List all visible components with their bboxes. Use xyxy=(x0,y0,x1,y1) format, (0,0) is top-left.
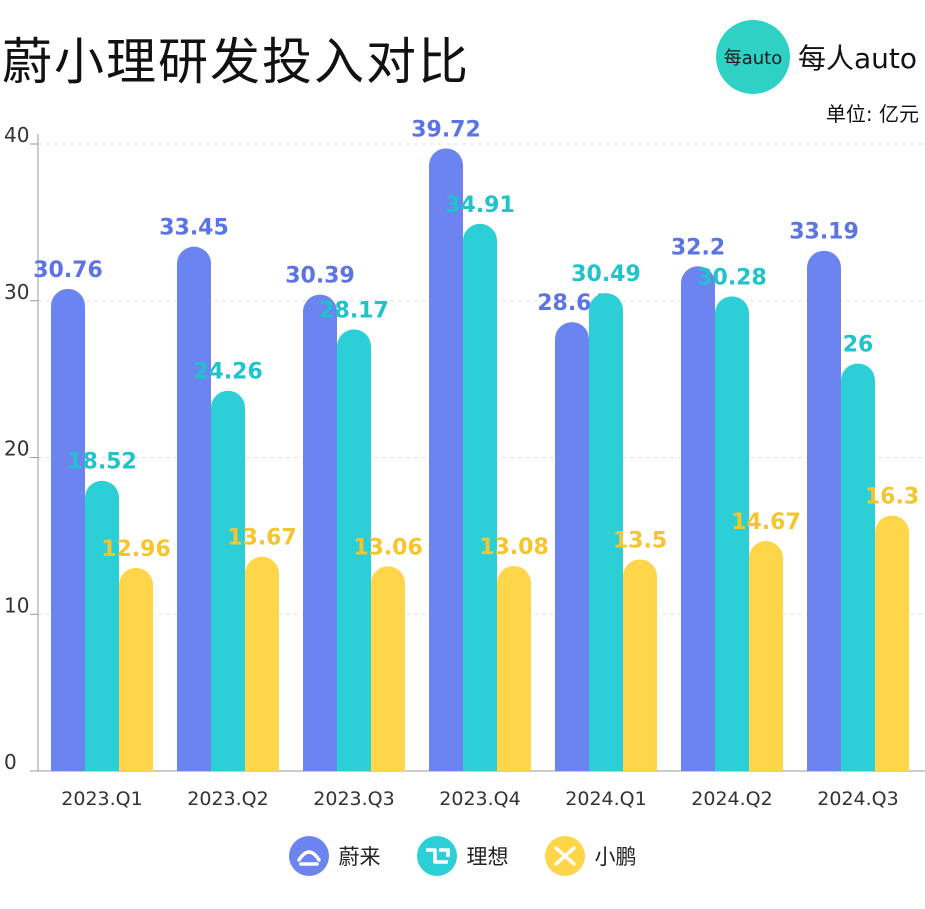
data-label-li: 26 xyxy=(843,332,874,357)
bar-nio xyxy=(177,246,211,771)
brand-text: 每人auto xyxy=(797,42,917,75)
bar-xpeng xyxy=(497,565,531,771)
x-tick-label: 2024.Q3 xyxy=(817,788,898,810)
y-tick-label: 30 xyxy=(4,280,29,304)
data-label-li: 30.28 xyxy=(697,265,767,290)
brand-circle-text: 每auto xyxy=(723,48,783,69)
x-tick-label: 2023.Q4 xyxy=(439,788,520,810)
data-label-xpeng: 16.3 xyxy=(865,484,919,509)
bar-nio xyxy=(807,250,841,772)
data-label-xpeng: 13.67 xyxy=(227,526,297,551)
legend-label-nio: 蔚来 xyxy=(338,845,381,869)
bar-nio xyxy=(681,266,715,771)
chart-title: 蔚小理研发投入对比 xyxy=(2,33,470,91)
bar-li xyxy=(841,363,875,771)
legend-item-xpeng: 小鹏 xyxy=(544,836,637,876)
data-label-xpeng: 13.5 xyxy=(613,528,667,553)
bar-li xyxy=(211,390,245,771)
bar-xpeng xyxy=(119,567,153,771)
unit-label: 单位: 亿元 xyxy=(825,102,919,126)
data-label-nio: 30.39 xyxy=(285,264,355,289)
bar-xpeng xyxy=(623,559,657,771)
bar-nio xyxy=(303,294,337,771)
x-tick-label: 2023.Q2 xyxy=(187,788,268,810)
data-label-nio: 39.72 xyxy=(411,117,481,142)
bar-xpeng xyxy=(749,541,783,771)
data-label-li: 28.17 xyxy=(319,298,389,323)
bar-nio xyxy=(429,148,463,771)
bar-li xyxy=(463,223,497,771)
legend-item-nio: 蔚来 xyxy=(288,836,381,876)
y-tick-label: 20 xyxy=(4,437,29,461)
data-label-nio: 33.19 xyxy=(789,220,859,245)
data-label-xpeng: 13.08 xyxy=(479,535,549,560)
bar-li xyxy=(85,480,119,771)
bar-li xyxy=(337,329,371,771)
bar-nio xyxy=(555,322,589,771)
brand-circle-icon: 每auto xyxy=(715,20,790,94)
legend: 蔚来 理想 小鹏 xyxy=(0,836,925,876)
bar-xpeng xyxy=(371,566,405,771)
data-label-xpeng: 12.96 xyxy=(101,537,171,562)
y-tick-label: 10 xyxy=(4,593,29,617)
legend-label-li: 理想 xyxy=(466,845,509,869)
bar-xpeng xyxy=(245,556,279,771)
y-tick-label: 40 xyxy=(4,123,29,147)
x-tick-label: 2023.Q1 xyxy=(61,788,142,810)
brand-logo: 每auto 每人auto xyxy=(715,20,917,94)
data-label-li: 24.26 xyxy=(193,360,263,385)
xpeng-logo-icon xyxy=(544,836,585,876)
data-label-nio: 32.2 xyxy=(671,235,725,260)
data-label-nio: 30.76 xyxy=(33,258,103,283)
x-tick-label: 2023.Q3 xyxy=(313,788,394,810)
data-label-li: 34.91 xyxy=(445,193,515,218)
data-label-xpeng: 13.06 xyxy=(353,535,423,560)
legend-item-li: 理想 xyxy=(416,836,509,876)
legend-label-xpeng: 小鹏 xyxy=(594,845,637,869)
bar-nio xyxy=(51,288,85,771)
bar-xpeng xyxy=(875,515,909,771)
y-tick-label: 0 xyxy=(4,750,17,774)
bar-li xyxy=(715,296,749,771)
li-logo-icon xyxy=(416,836,457,876)
bar-li xyxy=(589,293,623,771)
data-label-nio: 33.45 xyxy=(159,216,229,241)
data-label-xpeng: 14.67 xyxy=(731,510,801,535)
data-label-li: 18.52 xyxy=(67,450,137,475)
data-label-li: 30.49 xyxy=(571,262,641,287)
x-tick-label: 2024.Q2 xyxy=(691,788,772,810)
nio-logo-icon xyxy=(288,836,329,876)
x-tick-label: 2024.Q1 xyxy=(565,788,646,810)
